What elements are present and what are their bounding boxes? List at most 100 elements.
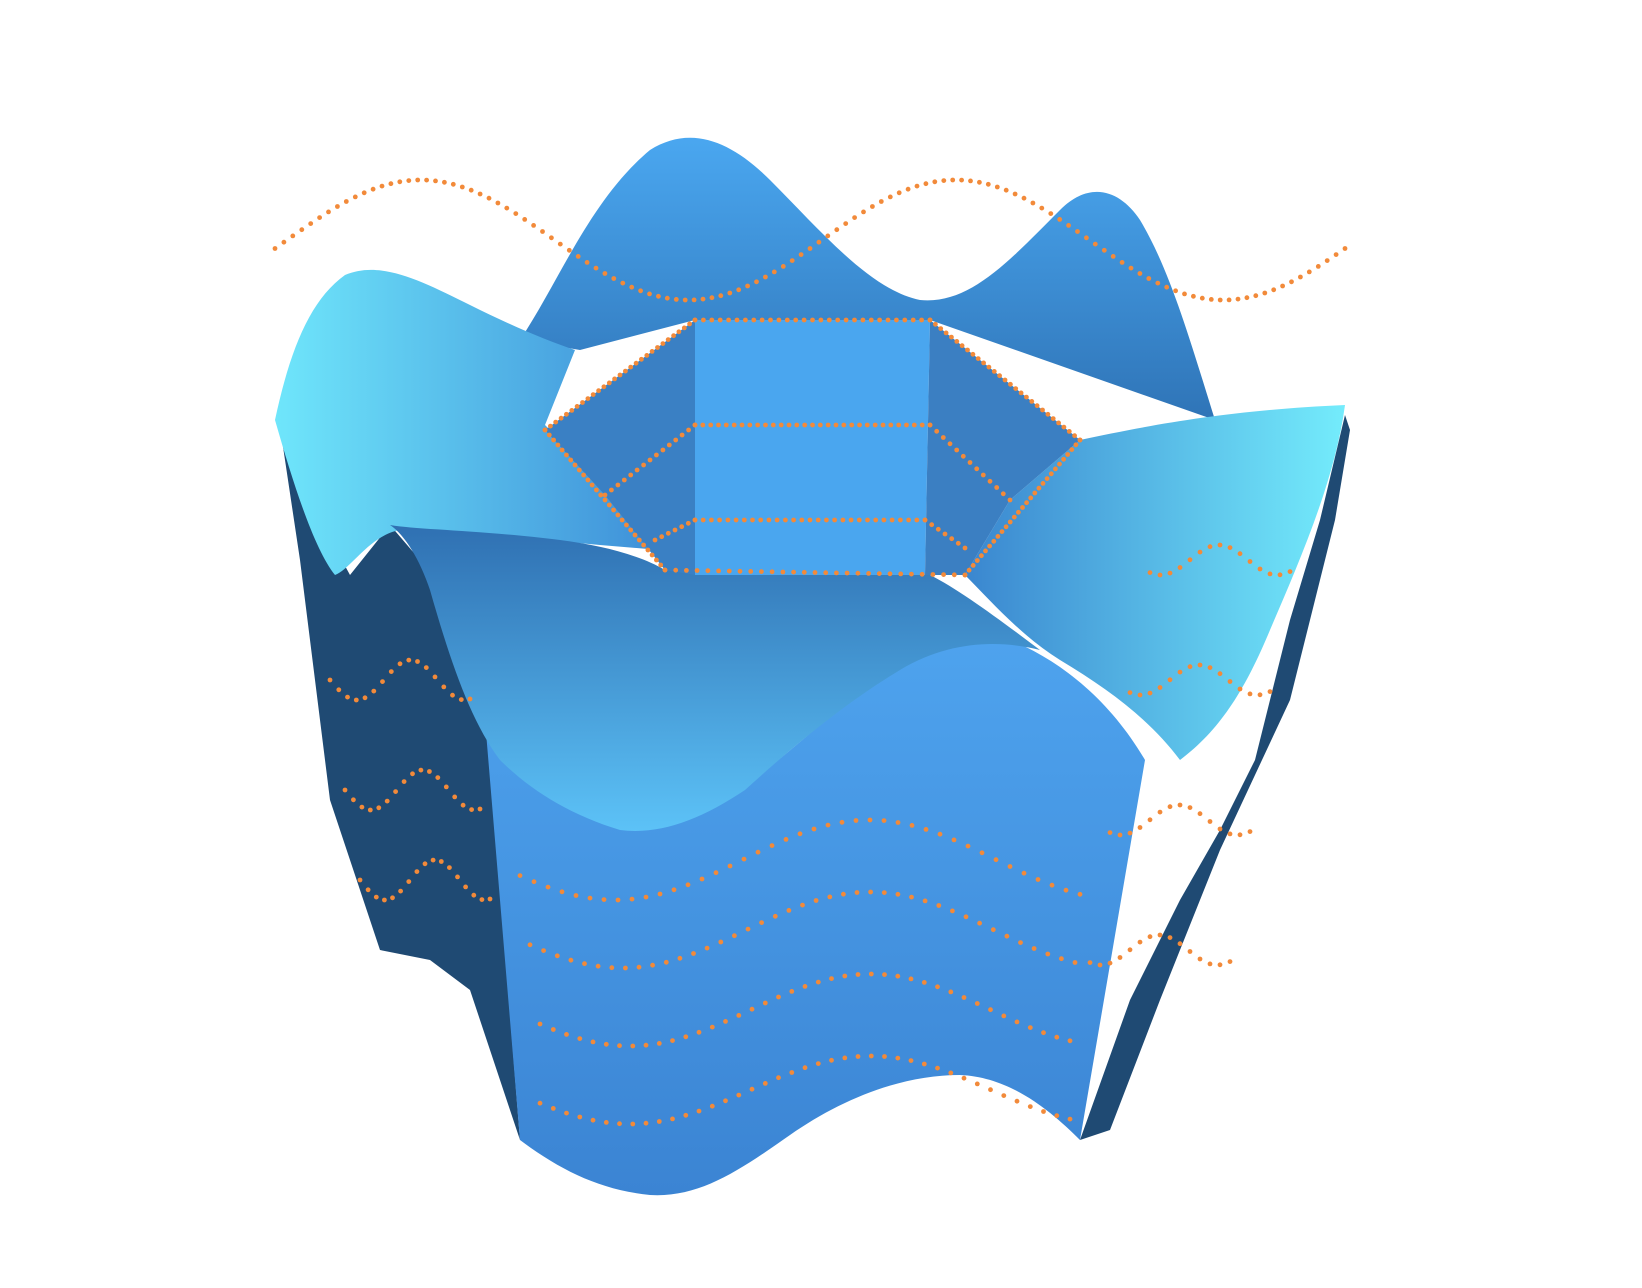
vertex-marker xyxy=(981,360,986,366)
vertex-marker xyxy=(927,422,933,428)
vertex-marker xyxy=(641,462,646,468)
vertex-marker xyxy=(663,959,669,965)
vertex-marker xyxy=(983,548,988,554)
vertex-marker xyxy=(802,984,808,989)
vertex-marker xyxy=(798,252,804,257)
hole-right-face xyxy=(925,320,1080,575)
vertex-marker xyxy=(745,283,750,289)
vertex-marker xyxy=(670,1038,675,1043)
vertex-marker xyxy=(988,1007,993,1013)
vertex-marker xyxy=(666,442,672,448)
vertex-marker xyxy=(673,437,679,443)
vertex-marker xyxy=(855,972,861,977)
vertex-marker xyxy=(727,290,733,296)
vertex-marker xyxy=(951,837,957,843)
vertex-marker xyxy=(1001,1093,1007,1098)
vertex-marker xyxy=(692,317,698,323)
vertex-marker xyxy=(1324,258,1330,263)
vertex-marker xyxy=(1049,882,1055,888)
vertex-marker xyxy=(1208,297,1214,302)
vertex-marker xyxy=(541,948,546,953)
vertex-marker xyxy=(673,297,679,302)
vertex-marker xyxy=(590,392,596,397)
hole-back-face xyxy=(695,320,930,575)
vertex-marker xyxy=(962,572,968,578)
vertex-marker xyxy=(566,247,572,253)
vertex-marker xyxy=(559,447,565,453)
vertex-marker xyxy=(898,571,904,577)
vertex-marker xyxy=(716,568,721,574)
vertex-marker xyxy=(938,326,944,331)
vertex-marker xyxy=(379,183,385,189)
vertex-marker xyxy=(602,492,608,498)
vertex-marker xyxy=(477,806,483,812)
vertex-marker xyxy=(987,478,993,484)
vertex-marker xyxy=(700,422,706,428)
vertex-marker xyxy=(1182,291,1187,297)
vertex-marker xyxy=(460,802,466,808)
vertex-marker xyxy=(643,894,649,900)
vertex-marker xyxy=(577,1114,583,1120)
vertex-marker xyxy=(909,894,914,900)
vertex-marker xyxy=(700,517,706,523)
vertex-marker xyxy=(370,186,376,192)
vertex-marker xyxy=(569,408,575,413)
vertex-marker xyxy=(656,293,661,299)
vertex-marker xyxy=(919,317,924,323)
vertex-marker xyxy=(636,964,642,970)
vertex-marker xyxy=(1040,407,1045,413)
vertex-marker xyxy=(1315,264,1321,269)
vertex-marker xyxy=(486,195,492,201)
vertex-marker xyxy=(844,570,850,576)
vertex-marker xyxy=(582,961,587,967)
vertex-marker xyxy=(747,422,753,428)
vertex-marker xyxy=(365,887,371,893)
vertex-marker xyxy=(564,1032,569,1037)
vertex-marker xyxy=(769,843,775,848)
vertex-marker xyxy=(954,447,960,453)
vertex-marker xyxy=(580,400,585,405)
vertex-marker xyxy=(540,229,545,234)
vertex-marker xyxy=(685,520,691,526)
vertex-marker xyxy=(950,908,955,914)
vertex-marker xyxy=(585,396,591,401)
vertex-marker xyxy=(881,890,887,895)
vertex-marker xyxy=(623,368,628,374)
vertex-marker xyxy=(537,1100,543,1106)
vertex-marker xyxy=(868,889,873,895)
vertex-marker xyxy=(723,1019,728,1024)
vertex-marker xyxy=(1028,495,1034,501)
vertex-marker xyxy=(705,568,711,574)
vertex-marker xyxy=(643,1042,649,1048)
vertex-marker xyxy=(960,453,966,459)
vertex-marker xyxy=(876,571,882,576)
vertex-marker xyxy=(1197,811,1203,817)
vertex-marker xyxy=(615,482,621,488)
vertex-marker xyxy=(326,209,331,215)
vertex-marker xyxy=(628,364,634,370)
vertex-marker xyxy=(970,351,976,357)
vertex-marker xyxy=(1027,1025,1033,1030)
vertex-marker xyxy=(624,522,629,528)
vertex-marker xyxy=(1007,519,1013,525)
vertex-marker xyxy=(549,235,554,241)
vertex-marker xyxy=(885,317,891,323)
vertex-marker xyxy=(966,567,972,573)
vertex-marker xyxy=(1187,664,1193,670)
vertex-marker xyxy=(963,914,969,920)
vertex-marker xyxy=(467,696,473,702)
top-right-lobe xyxy=(965,405,1345,760)
vertex-marker xyxy=(789,1070,795,1075)
vertex-marker xyxy=(1127,830,1133,836)
vertex-marker xyxy=(1044,476,1050,481)
vertex-marker xyxy=(1199,295,1205,301)
vertex-marker xyxy=(384,798,390,804)
vertex-marker xyxy=(855,570,861,576)
vertex-marker xyxy=(977,179,982,185)
vertex-marker xyxy=(662,567,668,573)
vertex-marker xyxy=(937,831,943,837)
vertex-marker xyxy=(840,517,846,523)
vertex-marker xyxy=(999,529,1005,534)
